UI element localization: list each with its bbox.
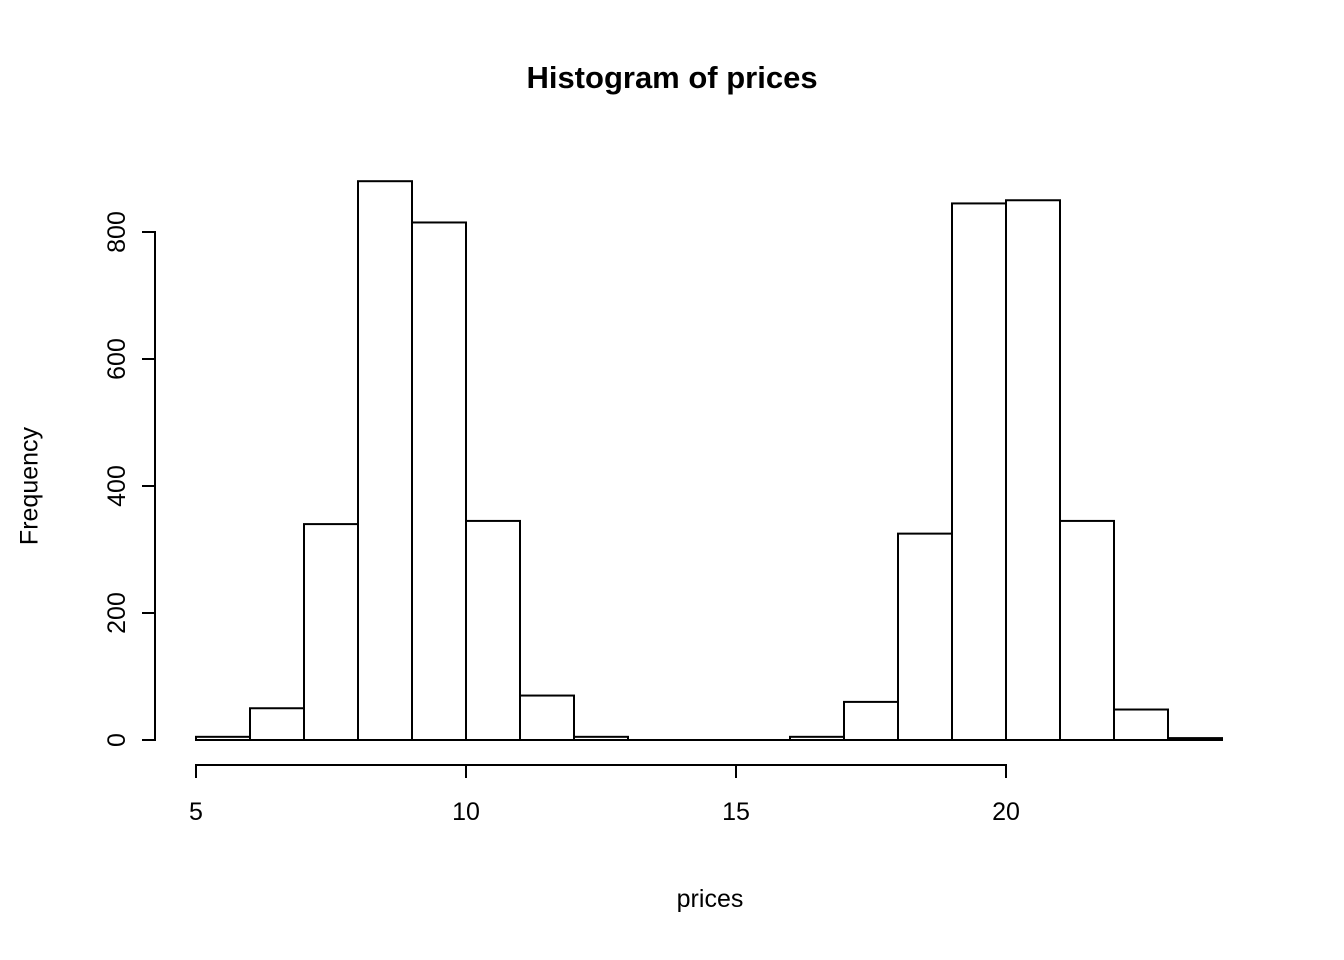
histogram-bar: [1113, 708, 1169, 742]
histogram-bar: [951, 202, 1007, 742]
histogram-bar: [1167, 737, 1223, 741]
histogram-bar: [519, 694, 575, 741]
histogram-bar: [843, 700, 899, 742]
histogram-bar: [1005, 199, 1061, 741]
chart-title: Histogram of prices: [526, 60, 818, 95]
histogram-bar: [465, 519, 521, 741]
histogram-bars: [195, 180, 1223, 742]
histogram-bar: [411, 221, 467, 742]
histogram-bar: [249, 707, 305, 741]
y-axis-tick-label: 200: [103, 592, 131, 634]
histogram-bar: [897, 532, 953, 741]
y-axis-tick-label: 600: [103, 338, 131, 380]
histogram-bar: [303, 523, 359, 741]
x-axis-tick-label: 20: [992, 798, 1020, 826]
x-axis-tick-label: 10: [452, 798, 480, 826]
histogram-bar: [195, 735, 251, 742]
x-axis-tick-label: 5: [189, 798, 203, 826]
histogram-bar: [1059, 519, 1115, 741]
histogram-bar: [789, 735, 845, 742]
x-axis-label: prices: [676, 885, 744, 913]
histogram-bar: [357, 180, 413, 741]
histogram-bar: [573, 735, 629, 742]
y-axis-tick-label: 0: [103, 733, 131, 747]
x-axis-tick-label: 15: [722, 798, 750, 826]
y-axis-tick-label: 800: [103, 211, 131, 253]
y-axis-tick-label: 400: [103, 465, 131, 507]
